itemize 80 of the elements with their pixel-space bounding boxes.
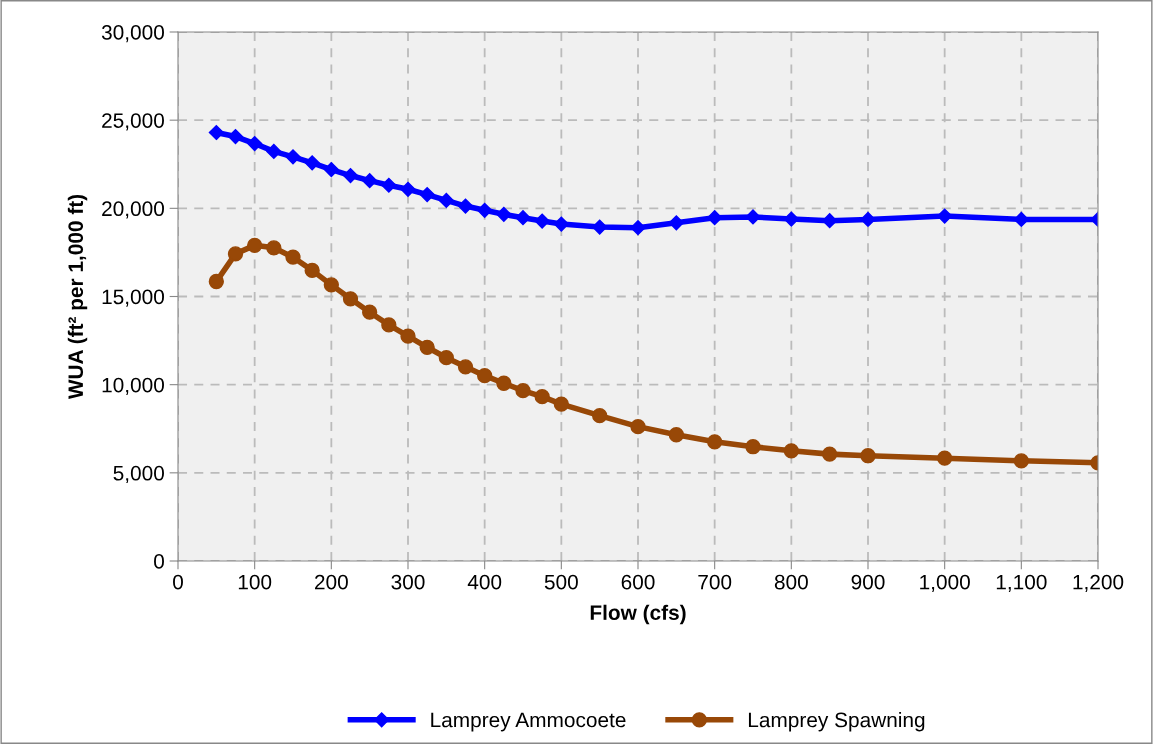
point	[592, 408, 608, 424]
y-tick-label: 30,000	[101, 25, 164, 43]
x-tick-label: 700	[698, 574, 732, 590]
point	[783, 443, 799, 459]
point	[1013, 211, 1029, 228]
x-tick-label: 900	[851, 574, 885, 590]
x-tick-label: 1,100	[996, 574, 1047, 592]
x-tick-label: 200	[315, 574, 348, 590]
point	[783, 211, 799, 227]
point	[860, 448, 876, 464]
y-tick-label: 15,000	[102, 289, 164, 307]
x-tick-label: 400	[467, 574, 502, 590]
point	[477, 368, 493, 384]
point	[381, 177, 397, 193]
point	[668, 215, 684, 231]
y-tick-label: 25,000	[102, 113, 164, 131]
point	[553, 396, 569, 412]
point	[342, 291, 359, 307]
point	[362, 173, 378, 189]
point	[285, 149, 301, 165]
y-tick-label: 5,000	[113, 465, 164, 484]
point	[630, 220, 646, 236]
point	[266, 143, 282, 159]
point	[247, 237, 263, 254]
y-tick-label: 10,000	[102, 377, 164, 395]
point	[304, 155, 320, 171]
point	[937, 208, 953, 224]
x-tick-label: 300	[391, 574, 425, 590]
x-tick-label: 600	[621, 574, 655, 590]
point	[419, 187, 435, 203]
point	[419, 339, 435, 355]
point	[208, 273, 224, 290]
x-tick-label: 800	[774, 574, 808, 590]
x-tick-label: 500	[544, 574, 578, 590]
point	[515, 383, 531, 399]
point	[438, 192, 454, 208]
point	[707, 434, 723, 450]
point	[630, 418, 646, 435]
point	[745, 439, 761, 455]
point	[477, 202, 493, 218]
point	[323, 161, 339, 178]
point	[381, 317, 397, 333]
point	[745, 209, 761, 225]
point	[304, 262, 320, 279]
point	[457, 359, 474, 375]
x-tick-label: 0	[173, 574, 183, 590]
point	[247, 136, 263, 152]
point	[822, 446, 838, 462]
point	[592, 219, 608, 235]
point	[860, 211, 876, 228]
legend-label: Lamprey Spawning	[748, 712, 925, 732]
point	[496, 375, 512, 391]
x-tick-label: 1,200	[1073, 574, 1124, 592]
point	[438, 350, 454, 366]
point	[553, 216, 569, 232]
point	[534, 389, 550, 405]
point	[362, 304, 378, 320]
x-tick-label: 100	[238, 574, 272, 590]
y-tick-label: 20,000	[102, 201, 164, 219]
point	[496, 206, 512, 222]
point	[323, 277, 339, 293]
y-tick-label: 0	[154, 554, 164, 569]
point	[227, 246, 244, 262]
point	[534, 213, 550, 229]
x-tick-label: 1,000	[920, 574, 970, 592]
point	[342, 167, 359, 184]
point	[266, 240, 282, 256]
point	[208, 124, 224, 141]
point	[515, 210, 531, 226]
point	[227, 128, 244, 145]
point	[400, 181, 416, 197]
y-axis-title: WUA (ft² per 1,000 ft)	[67, 194, 88, 400]
point	[285, 249, 301, 265]
legend-label: Lamprey Ammocoete	[431, 712, 626, 732]
point	[668, 427, 684, 443]
point	[457, 198, 474, 214]
x-axis-title: Flow (cfs)	[590, 604, 686, 625]
point	[1013, 453, 1029, 469]
point	[400, 328, 416, 344]
point	[937, 450, 953, 466]
